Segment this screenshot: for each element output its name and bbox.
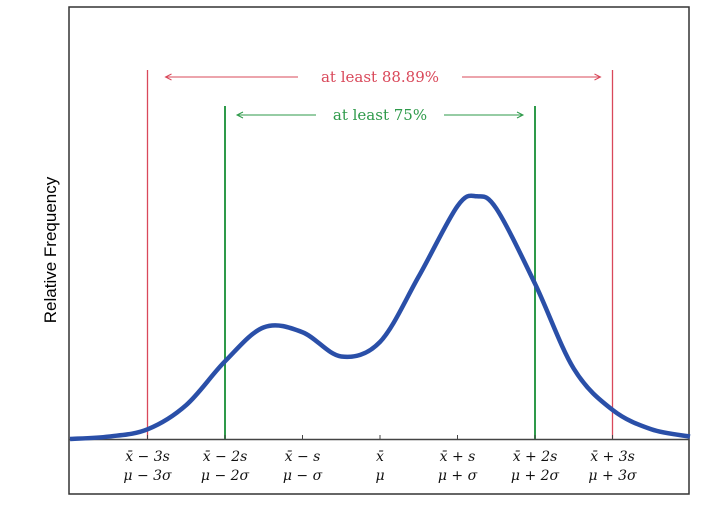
x-tick-label-population: μ + 3σ (588, 468, 637, 484)
distribution-curve (69, 193, 691, 442)
arrowhead-right-icon (594, 73, 602, 81)
plot-frame (68, 6, 690, 495)
arrowhead-left-icon (235, 111, 244, 119)
x-tick-label-sample: x̄ + 3s (590, 449, 635, 465)
x-tick-label-sample: x̄ + s (440, 449, 476, 465)
x-tick-label-sample: x̄ (376, 449, 384, 465)
arrowhead-left-icon (164, 73, 172, 81)
y-axis-label: Relative Frequency (41, 176, 60, 323)
x-tick-label-sample: x̄ − s (285, 449, 321, 465)
x-tick-label-population: μ − σ (283, 468, 323, 484)
x-tick-label-population: μ + 2σ (511, 468, 560, 484)
x-tick-label-population: μ (375, 468, 384, 484)
x-tick-label-sample: x̄ − 3s (125, 449, 170, 465)
annotation-label: at least 75% (333, 106, 427, 124)
arrowhead-right-icon (516, 111, 525, 119)
x-tick-label-sample: x̄ + 2s (513, 449, 558, 465)
x-tick-label-population: μ − 2σ (201, 468, 250, 484)
x-tick-label-population: μ − 3σ (123, 468, 172, 484)
annotation-label: at least 88.89% (321, 68, 439, 86)
x-tick-label-population: μ + σ (438, 468, 478, 484)
x-tick-label-sample: x̄ − 2s (203, 449, 248, 465)
